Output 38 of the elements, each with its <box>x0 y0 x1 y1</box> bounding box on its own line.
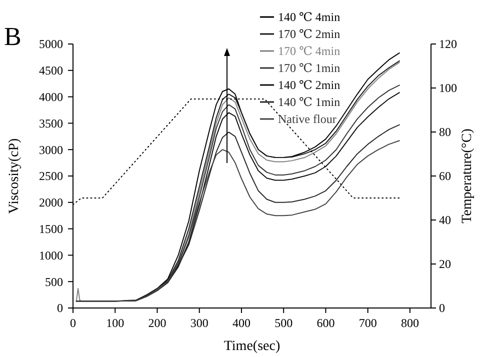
y2-tick-label: 80 <box>439 125 451 140</box>
legend-label: Native flour <box>278 112 336 126</box>
y-tick-label: 3000 <box>39 142 63 157</box>
x-axis-title: Time(sec) <box>224 339 280 354</box>
legend-label: 140 ℃ 2min <box>278 78 340 92</box>
y-tick-label: 4500 <box>39 64 63 78</box>
y2-tick-label: 120 <box>439 37 457 52</box>
chart-title: B <box>4 22 22 51</box>
y-tick-label: 1000 <box>39 248 63 262</box>
y-tick-label: 500 <box>45 274 63 289</box>
legend-label: 170 ℃ 1min <box>278 61 340 76</box>
y-tick-label: 2500 <box>39 169 63 184</box>
x-tick-label: 200 <box>148 316 166 330</box>
y-tick-label: 3500 <box>39 116 63 130</box>
y-tick-label: 1500 <box>39 222 63 236</box>
y2-tick-label: 20 <box>439 257 451 272</box>
legend-label: 170 ℃ 2min <box>278 27 340 42</box>
y2-tick-label: 0 <box>439 301 445 316</box>
legend-label: 140 ℃ 1min <box>278 95 340 110</box>
x-tick-label: 400 <box>232 316 250 330</box>
y-tick-label: 0 <box>57 301 63 316</box>
x-tick-label: 100 <box>106 316 124 330</box>
x-tick-label: 600 <box>316 316 335 330</box>
x-tick-label: 0 <box>70 316 76 330</box>
y-tick-label: 5000 <box>39 37 63 52</box>
x-tick-label: 300 <box>190 316 208 330</box>
x-tick-label: 500 <box>274 316 293 330</box>
y2-axis-title: Temperature(°C) <box>460 128 475 224</box>
y2-tick-label: 60 <box>439 169 451 184</box>
y2-tick-label: 40 <box>439 213 451 228</box>
y-tick-label: 2000 <box>39 196 63 210</box>
legend-label: 170 ℃ 4min <box>278 44 340 58</box>
legend-label: 140 ℃ 4min <box>278 10 340 24</box>
x-tick-label: 800 <box>400 316 419 330</box>
y-tick-label: 4000 <box>39 90 63 104</box>
y2-tick-label: 100 <box>439 81 457 96</box>
y-axis-title: Viscosity(cP) <box>7 138 22 214</box>
x-tick-label: 700 <box>358 316 377 330</box>
